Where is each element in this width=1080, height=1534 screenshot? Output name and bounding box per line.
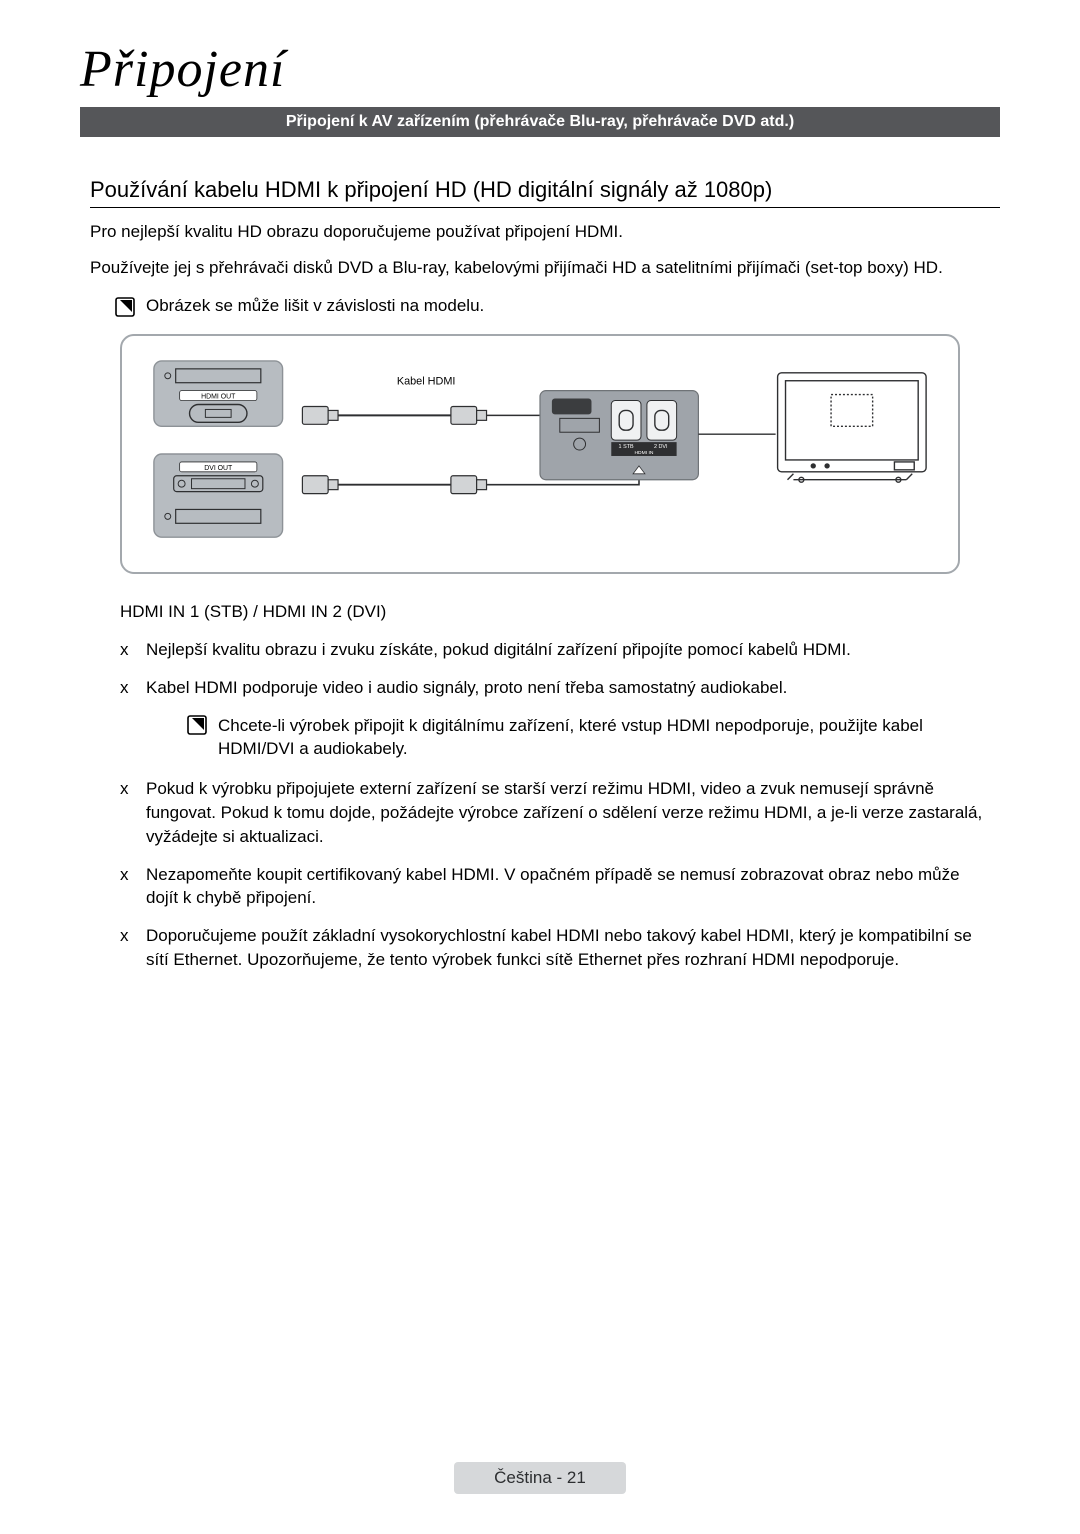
intro-line-2: Používejte jej s přehrávači disků DVD a … xyxy=(90,258,1000,278)
svg-text:2 DVI: 2 DVI xyxy=(654,444,668,450)
bullet-marker: x xyxy=(120,863,134,911)
bullet-marker: x xyxy=(120,924,134,972)
diagram-model-note-text: Obrázek se může lišit v závislosti na mo… xyxy=(146,296,484,316)
bullet-marker: x xyxy=(120,777,134,848)
bullet-text: Kabel HDMI podporuje video i audio signá… xyxy=(146,676,787,700)
note-icon xyxy=(186,714,208,741)
note-icon xyxy=(114,296,136,318)
bullet-list: x Nejlepší kvalitu obrazu i zvuku získáte… xyxy=(120,638,990,972)
bullet-item: xPokud k výrobku připojujete externí zař… xyxy=(120,777,990,848)
bullet-item: x Kabel HDMI podporuje video i audio sign… xyxy=(120,676,990,700)
bullet-item: xDoporučujeme použít základní vysokorych… xyxy=(120,924,990,972)
section-subtitle: Používání kabelu HDMI k připojení HD (HD… xyxy=(90,177,1000,208)
bullet-marker: x xyxy=(120,638,134,662)
bullet-text: Pokud k výrobku připojujete externí zaří… xyxy=(146,777,990,848)
hdmi-out-label: HDMI OUT xyxy=(201,394,236,401)
page-title: Připojení xyxy=(80,40,1000,99)
port-title: HDMI IN 1 (STB) / HDMI IN 2 (DVI) xyxy=(120,602,1000,622)
page-footer: Čeština - 21 xyxy=(0,1462,1080,1494)
sub-note-text: Chcete-li výrobek připojit k digitálnímu… xyxy=(218,714,990,762)
bullet-text: Doporučujeme použít základní vysokorychl… xyxy=(146,924,990,972)
svg-text:HDMI IN: HDMI IN xyxy=(634,450,653,456)
bullet-item: xNezapomeňte koupit certifikovaný kabel … xyxy=(120,863,990,911)
intro-line-1: Pro nejlepší kvalitu HD obrazu doporučuj… xyxy=(90,222,1000,242)
bullet-text: Nejlepší kvalitu obrazu i zvuku získáte,… xyxy=(146,638,851,662)
dvi-out-label: DVI OUT xyxy=(204,465,233,472)
svg-text:1 STB: 1 STB xyxy=(619,444,634,450)
section-banner: Připojení k AV zařízením (přehrávače Blu… xyxy=(80,107,1000,137)
cable-hdmi-label: Kabel HDMI xyxy=(397,376,456,388)
connection-diagram: HDMI OUT DVI OUT Kabel HDMI xyxy=(120,334,960,574)
bullet-item: x Nejlepší kvalitu obrazu i zvuku získáte… xyxy=(120,638,990,662)
footer-page-number: Čeština - 21 xyxy=(454,1462,626,1494)
bullet-text: Nezapomeňte koupit certifikovaný kabel H… xyxy=(146,863,990,911)
bullet-marker: x xyxy=(120,676,134,700)
diagram-model-note: Obrázek se může lišit v závislosti na mo… xyxy=(114,296,1000,318)
sub-note: Chcete-li výrobek připojit k digitálnímu… xyxy=(186,714,990,762)
